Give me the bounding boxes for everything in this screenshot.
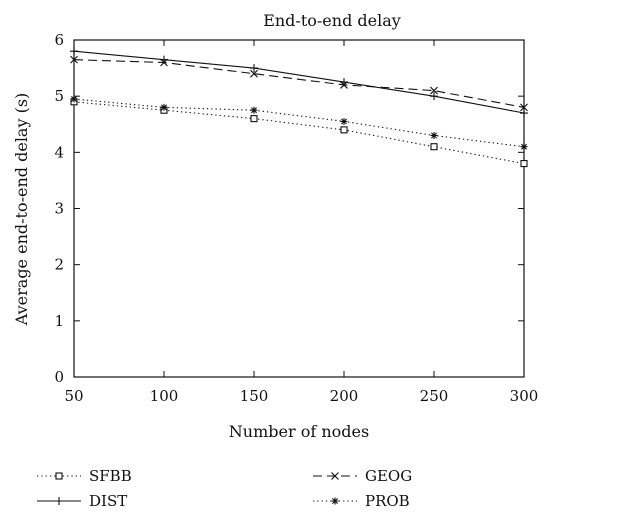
legend: SFBB GEOG DIST PROB <box>37 467 412 510</box>
y-tick-label: 3 <box>54 200 64 218</box>
data-point-geog <box>70 55 78 64</box>
legend-item-geog: GEOG <box>313 467 412 485</box>
x-axis-title: Number of nodes <box>229 422 369 441</box>
x-tick-label: 50 <box>64 387 83 405</box>
series-line-prob <box>73 98 525 148</box>
x-tick-label: 200 <box>330 387 359 405</box>
series-prob <box>70 95 528 151</box>
data-point-prob <box>340 117 348 125</box>
data-point-dist <box>160 55 168 64</box>
data-point-dist <box>430 92 438 101</box>
y-axis: 0 1 2 3 4 5 6 <box>54 31 524 386</box>
legend-marker-dist <box>55 497 63 505</box>
legend-marker-prob <box>331 497 339 505</box>
data-point-sfbb <box>340 126 348 134</box>
data-point-dist <box>520 109 528 118</box>
data-point-dist <box>340 78 348 87</box>
y-tick-label: 6 <box>54 31 64 49</box>
legend-label-geog: GEOG <box>365 467 412 485</box>
x-tick-label: 150 <box>240 387 269 405</box>
chart-title: End-to-end delay <box>263 11 401 30</box>
data-point-prob <box>70 95 78 103</box>
series-line-geog <box>73 59 525 108</box>
legend-label-prob: PROB <box>365 492 410 510</box>
x-tick-label: 300 <box>510 387 539 405</box>
legend-item-sfbb: SFBB <box>37 467 132 485</box>
series-line-dist <box>73 50 525 114</box>
y-tick-label: 4 <box>54 143 64 161</box>
data-point-geog <box>430 86 438 95</box>
series-geog <box>70 55 528 112</box>
plot-area <box>73 39 525 378</box>
y-tick-label: 2 <box>54 256 64 274</box>
y-tick-label: 1 <box>54 312 64 330</box>
x-axis: 50 100 150 200 250 300 <box>64 40 538 405</box>
series-layer <box>70 47 528 168</box>
legend-marker-sfbb <box>55 472 63 480</box>
legend-item-prob: PROB <box>313 492 410 510</box>
data-point-prob <box>520 143 528 151</box>
x-tick-label: 250 <box>420 387 449 405</box>
legend-item-dist: DIST <box>37 492 127 510</box>
data-point-sfbb <box>250 115 258 123</box>
x-tick-label: 100 <box>150 387 179 405</box>
legend-label-dist: DIST <box>89 492 127 510</box>
y-tick-label: 0 <box>54 368 64 386</box>
plot-frame <box>73 39 525 378</box>
data-point-dist <box>250 64 258 73</box>
data-point-prob <box>160 103 168 111</box>
data-point-geog <box>520 103 528 112</box>
y-axis-title: Average end-to-end delay (s) <box>12 93 31 327</box>
series-sfbb <box>70 98 528 168</box>
data-point-prob <box>250 106 258 114</box>
data-point-sfbb <box>520 160 528 168</box>
legend-marker-geog <box>331 472 339 480</box>
y-tick-label: 5 <box>54 87 64 105</box>
series-line-sfbb <box>73 101 525 165</box>
data-point-sfbb <box>430 143 438 151</box>
data-point-dist <box>70 47 78 56</box>
data-point-prob <box>430 131 438 139</box>
series-dist <box>70 47 528 118</box>
legend-label-sfbb: SFBB <box>89 467 132 485</box>
data-point-geog <box>250 69 258 78</box>
